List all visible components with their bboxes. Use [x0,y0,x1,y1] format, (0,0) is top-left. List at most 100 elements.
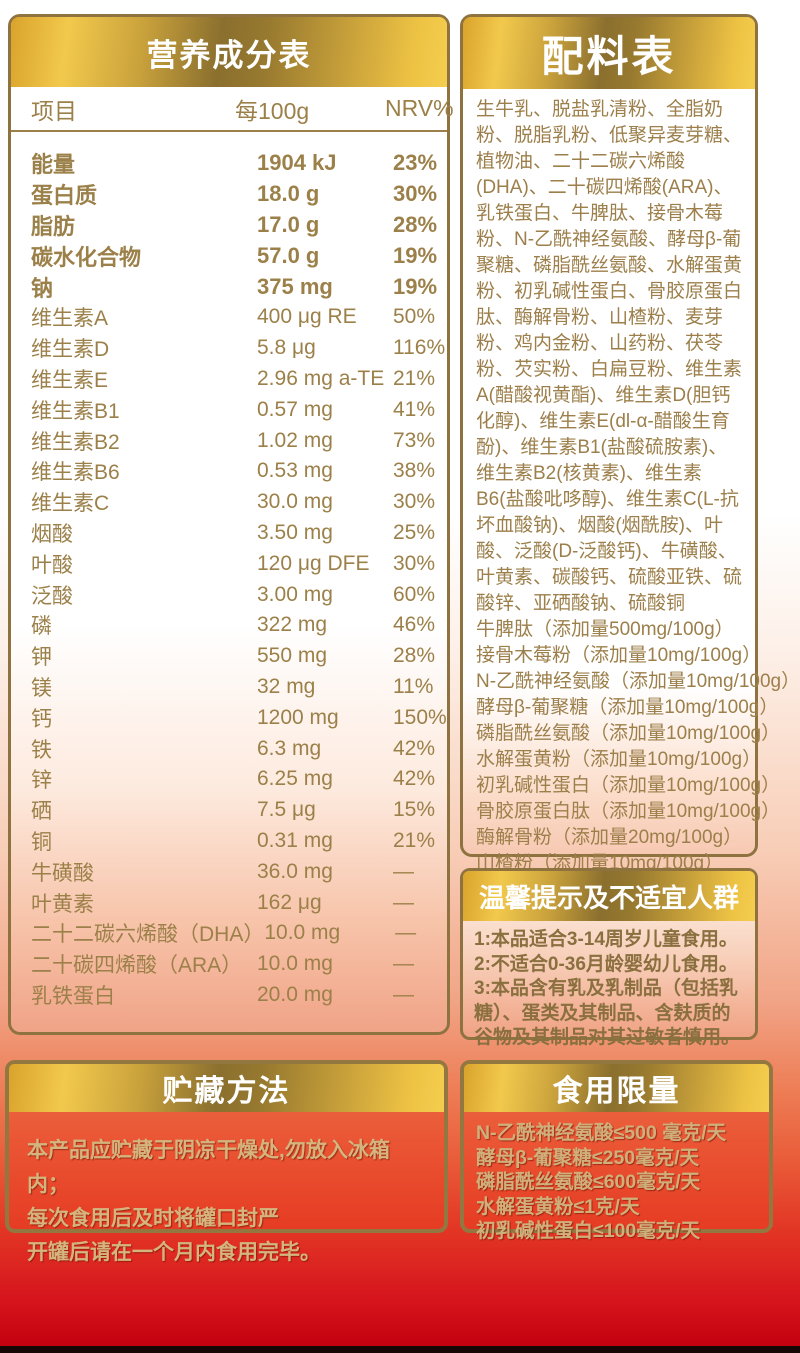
tips-body: 1:本品适合3-14周岁儿童食用。 2:不适合0-36月龄婴幼儿食用。 3:本品含有… [463,921,755,1051]
table-row: 维生素A 400 μg RE 50% [11,302,447,333]
row-nrv: 60% [393,582,436,606]
tips-title: 温馨提示及不适宜人群 [478,882,739,913]
row-label: 磷 [31,615,52,639]
table-row: 维生素B6 0.53 mg 38% [11,456,447,487]
additive-line: N-乙酰神经氨酸（添加量10mg/100g） [476,671,800,692]
row-nrv: 28% [393,644,436,668]
row-nrv: 21% [393,828,436,852]
bottom-black-strip [0,1346,800,1353]
table-row: 硒 7.5 μg 15% [11,795,447,826]
row-value: 375 mg [257,273,333,299]
row-label: 维生素B1 [31,399,120,423]
row-value: 3.00 mg [257,582,333,606]
row-value: 550 mg [257,644,328,668]
nutrition-table-rows: 能量 1904 kJ 23% 蛋白质 18.0 g 30% 脂肪 17.0 g 28% 碳水化合物… [11,132,447,1010]
row-nrv: 19% [393,242,438,268]
row-label: 镁 [31,676,52,700]
row-label: 叶黄素 [31,892,94,916]
table-row: 叶黄素 162 μg — [11,887,447,918]
row-nrv: 25% [393,520,436,544]
ingredients-paragraph: 生牛乳、脱盐乳清粉、全脂奶粉、脱脂乳粉、低聚异麦芽糖、植物油、二十二碳六烯酸(D… [476,99,743,614]
row-label: 硒 [31,800,52,824]
storage-body: 本产品应贮藏于阴凉干燥处,勿放入冰箱内； 每次食用后及时将罐口封严 开罐后请在一个月… [9,1112,444,1270]
row-label: 蛋白质 [31,183,98,209]
row-value: 6.3 mg [257,736,322,760]
row-value: 10.0 mg [264,921,341,945]
tip-line: 3:本品含有乳及乳制品（包括乳糖）、蛋类及其制品、含麸质的谷物及其制品对其过敏者… [474,978,741,1048]
table-row: 蛋白质 18.0 g 30% [11,179,447,210]
row-label: 维生素B6 [31,461,120,485]
row-nrv: 15% [393,798,436,822]
row-label: 锌 [31,769,52,793]
row-nrv: — [395,921,417,945]
row-label: 脂肪 [31,214,76,239]
additive-line: 接骨木莓粉（添加量10mg/100g） [476,645,762,666]
tips-panel: 温馨提示及不适宜人群 1:本品适合3-14周岁儿童食用。 2:不适合0-36月龄婴… [460,868,758,1048]
additive-line: 酶解骨粉（添加量20mg/100g） [476,827,743,848]
storage-title-band: 贮藏方法 [9,1064,444,1112]
row-label: 维生素D [31,338,110,362]
row-label: 铁 [31,738,52,762]
table-row: 维生素C 30.0 mg 30% [11,487,447,518]
limit-line: 水解蛋黄粉≤1克/天 [476,1195,640,1218]
table-row: 铁 6.3 mg 42% [11,733,447,764]
row-nrv: 73% [393,428,436,452]
row-label: 维生素E [31,368,109,392]
table-row: 维生素D 5.8 μg 116% [11,333,447,364]
table-row: 锌 6.25 mg 42% [11,764,447,795]
nutrition-table-header: 项目 每100g NRV% [11,87,454,132]
limit-body: N-乙酰神经氨酸≤500 毫克/天 酵母β-葡聚糖≤250毫克/天 磷脂酰丝氨酸≤6… [464,1112,769,1244]
row-nrv: 46% [393,613,436,637]
storage-line: 开罐后请在一个月内食用完毕。 [27,1241,321,1264]
row-value: 20.0 mg [257,982,333,1006]
row-nrv: — [393,952,414,976]
column-header-item: 项目 [31,97,77,124]
row-nrv: 41% [393,397,436,421]
row-value: 6.25 mg [257,767,333,791]
row-nrv: — [393,859,414,883]
row-value: 18.0 g [257,181,320,207]
additive-line: 磷脂酰丝氨酸（添加量10mg/100g） [476,723,781,744]
row-label: 钾 [31,646,52,670]
row-label: 牛磺酸 [31,861,94,885]
row-nrv: 30% [393,551,436,575]
row-nrv: 28% [393,211,438,237]
row-nrv: 50% [393,305,436,329]
row-nrv: 150% [393,705,447,729]
row-label: 二十二碳六烯酸（DHA） [31,923,265,947]
row-nrv: 30% [393,490,436,514]
row-label: 钠 [31,275,54,301]
row-value: 2.96 mg a-TE [257,366,385,390]
limit-line: 酵母β-葡聚糖≤250毫克/天 [476,1146,700,1169]
row-value: 0.31 mg [257,828,333,852]
table-row: 二十二碳六烯酸（DHA） 10.0 mg — [11,918,447,949]
table-row: 维生素B1 0.57 mg 41% [11,394,447,425]
row-value: 3.50 mg [257,520,333,544]
row-label: 乳铁蛋白 [31,984,115,1008]
row-value: 400 μg RE [257,305,357,329]
additive-line: 酵母β-葡聚糖（添加量10mg/100g） [476,697,779,718]
ingredients-body: 生牛乳、脱盐乳清粉、全脂奶粉、脱脂乳粉、低聚异麦芽糖、植物油、二十二碳六烯酸(D… [463,89,800,1033]
storage-title: 贮藏方法 [162,1075,291,1108]
table-row: 铜 0.31 mg 21% [11,826,447,857]
storage-line: 本产品应贮藏于阴凉干燥处,勿放入冰箱内； [27,1139,390,1196]
table-row: 泛酸 3.00 mg 60% [11,579,447,610]
table-row: 牛磺酸 36.0 mg — [11,856,447,887]
row-value: 322 mg [257,613,328,637]
row-value: 30.0 mg [257,490,333,514]
row-label: 碳水化合物 [31,244,142,270]
row-label: 铜 [31,830,52,854]
table-row: 脂肪 17.0 g 28% [11,210,447,241]
row-label: 维生素B2 [31,430,120,454]
row-value: 0.53 mg [257,459,333,483]
additive-line: 水解蛋黄粉（添加量10mg/100g） [476,749,762,770]
row-value: 32 mg [257,674,316,698]
ingredients-title-band: 配料表 [463,17,755,89]
column-header-nrv: NRV% [385,95,454,121]
row-nrv: — [393,982,414,1006]
row-label: 能量 [31,152,76,178]
nutrition-title-band: 营养成分表 [11,17,447,87]
ingredients-title: 配料表 [541,32,677,80]
row-nrv: — [393,890,414,914]
limit-title-band: 食用限量 [464,1064,769,1112]
